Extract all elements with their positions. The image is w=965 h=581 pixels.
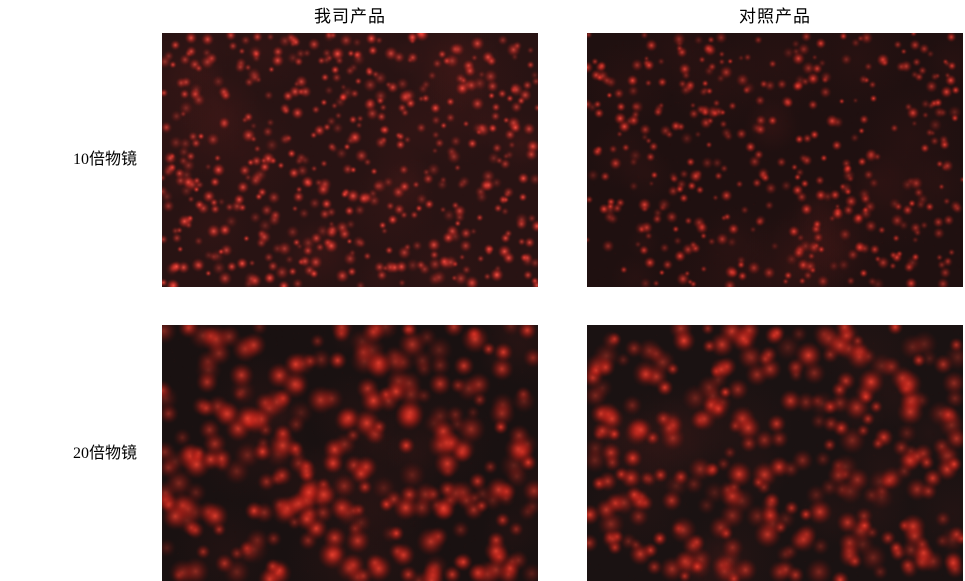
micrograph-control-10x [587, 33, 963, 287]
micrograph-ours-10x [162, 33, 538, 287]
column-header-ours: 我司产品 [314, 7, 386, 26]
row-label-10x-objective: 10倍物镜 [72, 151, 137, 168]
micrograph-ours-20x [162, 325, 538, 581]
micrograph-control-20x [587, 325, 963, 581]
row-label-20x-objective: 20倍物镜 [72, 445, 137, 462]
column-header-control: 对照产品 [739, 7, 811, 26]
